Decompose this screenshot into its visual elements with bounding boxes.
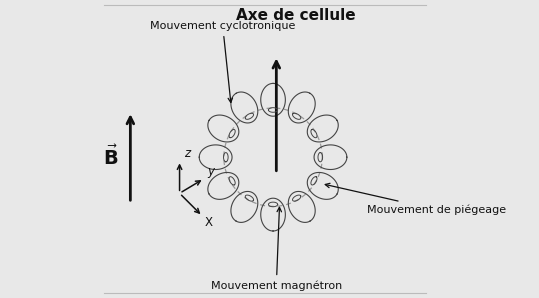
Text: Axe de cellule: Axe de cellule bbox=[236, 8, 356, 23]
Text: y: y bbox=[208, 165, 215, 178]
Text: Mouvement magnétron: Mouvement magnétron bbox=[211, 207, 342, 291]
Text: X: X bbox=[204, 216, 212, 229]
Text: Mouvement cyclotronique: Mouvement cyclotronique bbox=[150, 21, 295, 103]
Text: $\vec{\mathbf{B}}$: $\vec{\mathbf{B}}$ bbox=[103, 145, 119, 169]
Text: Mouvement de piégeage: Mouvement de piégeage bbox=[325, 183, 506, 215]
Text: z: z bbox=[184, 147, 191, 160]
